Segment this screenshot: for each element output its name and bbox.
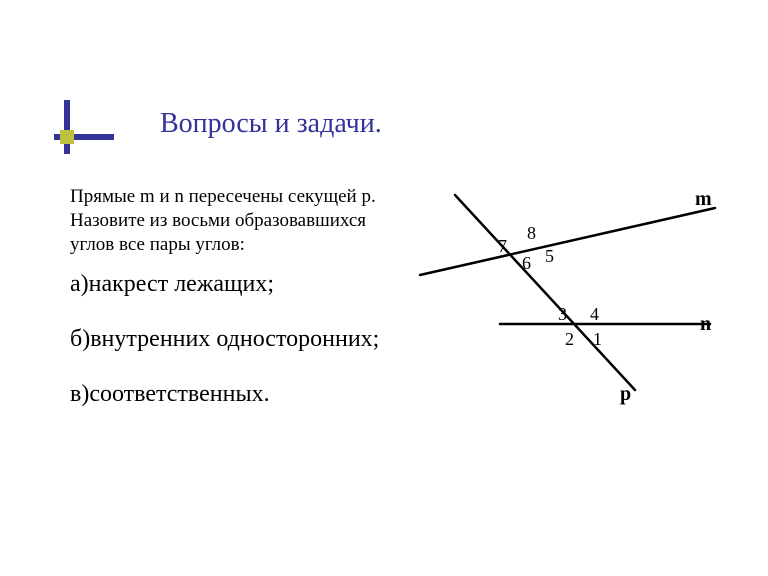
label-m: m (695, 190, 712, 210)
diagram-svg: m n p 8 7 6 5 4 3 2 1 (410, 190, 730, 410)
line-p (455, 195, 635, 390)
angle-1: 1 (593, 329, 602, 349)
body-text: Прямые m и n пересечены секущей p. Назов… (70, 185, 390, 435)
slide-title: Вопросы и задачи. (160, 108, 382, 140)
angle-5: 5 (545, 246, 554, 266)
label-p: p (620, 383, 631, 405)
angle-8: 8 (527, 223, 536, 243)
angle-6: 6 (522, 253, 531, 273)
intro-text: Прямые m и n пересечены секущей p. Назов… (70, 185, 390, 256)
angle-2: 2 (565, 329, 574, 349)
ornament-square (60, 130, 74, 144)
geometry-diagram: m n p 8 7 6 5 4 3 2 1 (410, 190, 730, 410)
ornament-vbar (64, 100, 70, 154)
line-m (420, 208, 715, 275)
item-c: в)соответственных. (70, 380, 390, 409)
item-a: а)накрест лежащих; (70, 270, 390, 299)
angle-7: 7 (498, 236, 507, 256)
label-n: n (700, 313, 711, 335)
angle-3: 3 (558, 304, 567, 324)
slide: Вопросы и задачи. Прямые m и n пересечен… (0, 0, 768, 576)
item-b: б)внутренних односторонних; (70, 325, 390, 354)
angle-4: 4 (590, 304, 599, 324)
